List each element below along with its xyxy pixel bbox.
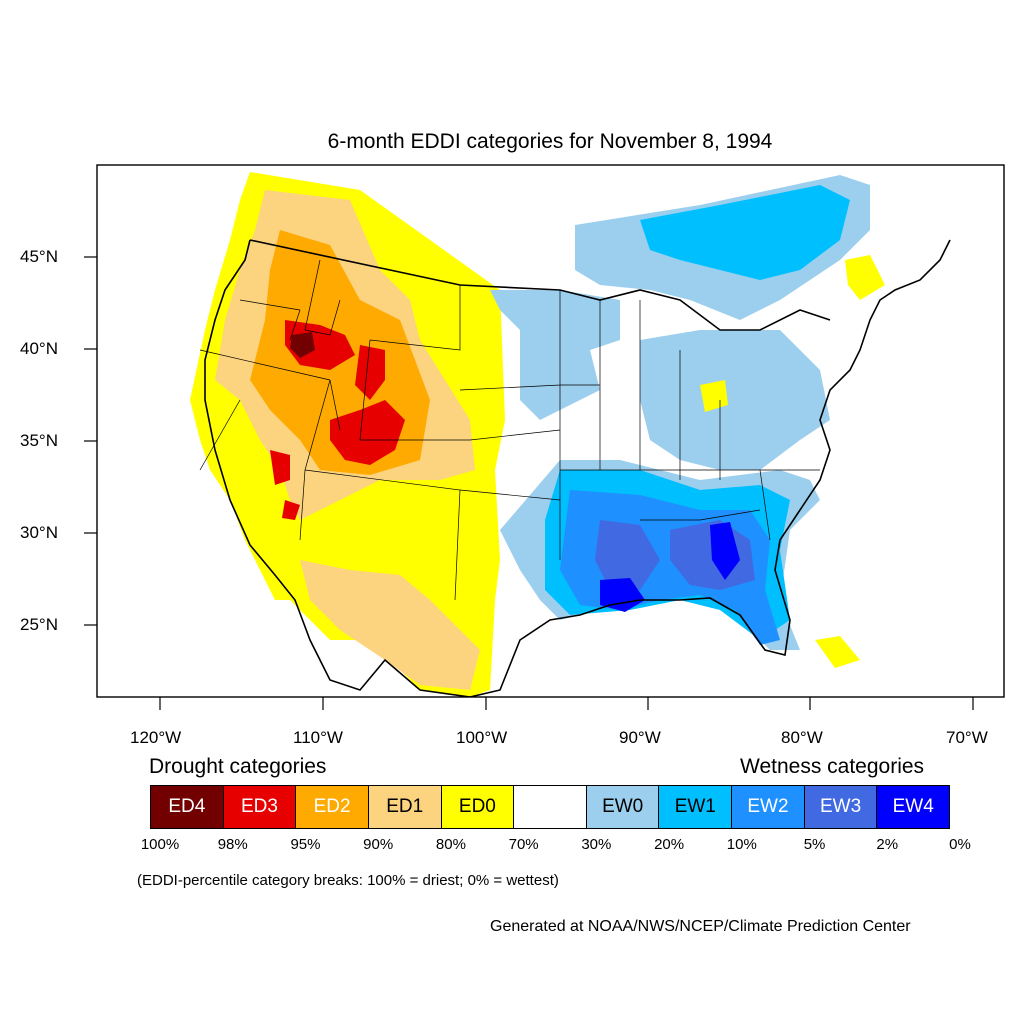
legend-swatch: ED2 xyxy=(296,786,369,828)
percentile-break-label: 100% xyxy=(140,836,180,853)
percentile-break-label: 95% xyxy=(290,836,321,853)
ew4-region-2 xyxy=(710,522,740,580)
legend-swatch: EW1 xyxy=(659,786,733,828)
percentile-break-label: 10% xyxy=(726,836,757,853)
lon-label: 90°W xyxy=(619,728,661,747)
ew4-region-1 xyxy=(600,578,645,612)
lon-label: 120°W xyxy=(130,728,182,747)
lon-label: 80°W xyxy=(781,728,823,747)
lon-label: 110°W xyxy=(293,728,343,747)
ed3-region-3 xyxy=(330,400,405,465)
ew1-region-north xyxy=(640,185,850,280)
legend-swatch: EW3 xyxy=(804,786,878,828)
lat-label: 40°N xyxy=(20,339,58,358)
category-legend: ED4 ED3 ED2 ED1 ED0 EW0 EW1 EW2 EW3 EW4 xyxy=(150,785,950,829)
legend-swatch xyxy=(514,786,587,828)
percentile-break-label: 30% xyxy=(581,836,612,853)
ew3-region-1 xyxy=(595,520,660,590)
ew0-region-central xyxy=(490,290,620,420)
map-title: 6-month EDDI categories for November 8, … xyxy=(327,130,773,153)
percentile-break-label: 70% xyxy=(508,836,539,853)
ed1-region-southwest xyxy=(300,560,480,690)
legend-swatch: EW0 xyxy=(586,786,660,828)
percentile-break-label: 2% xyxy=(876,836,899,853)
lon-label: 100°W xyxy=(456,728,508,747)
ed3-region-4 xyxy=(270,450,290,485)
legend-note: (EDDI-percentile category breaks: 100% =… xyxy=(137,872,559,889)
legend-swatch: ED3 xyxy=(223,786,297,828)
legend-swatch: ED4 xyxy=(151,786,224,828)
ed3-region-5 xyxy=(282,500,300,520)
ed0-patch-ontario xyxy=(700,380,728,412)
legend-swatch: EW4 xyxy=(877,786,950,828)
ed0-patch-bahamas xyxy=(815,636,860,668)
lat-label: 25°N xyxy=(20,615,58,634)
percentile-break-label: 0% xyxy=(949,836,971,853)
legend-swatch: ED1 xyxy=(368,786,442,828)
legend-swatch: ED0 xyxy=(441,786,515,828)
ed3-region-1 xyxy=(285,320,355,370)
ed0-patch-maine xyxy=(845,255,885,300)
lat-label: 45°N xyxy=(20,247,58,266)
state-lines xyxy=(199,259,820,601)
ed3-region-2 xyxy=(355,345,385,400)
lon-ticks xyxy=(159,697,974,710)
percentile-break-label: 98% xyxy=(217,836,248,853)
legend-swatch: EW2 xyxy=(732,786,805,828)
us-outline xyxy=(204,239,951,697)
percentile-break-label: 5% xyxy=(803,836,826,853)
lat-ticks xyxy=(84,256,97,626)
lon-label: 70°W xyxy=(946,728,988,747)
lat-label: 35°N xyxy=(20,431,58,450)
wetness-legend-title: Wetness categories xyxy=(740,755,925,778)
percentile-break-label: 80% xyxy=(435,836,466,853)
percentile-break-label: 20% xyxy=(654,836,685,853)
ew0-region-east xyxy=(640,330,830,470)
ed4-region xyxy=(290,332,315,358)
percentile-break-label: 90% xyxy=(363,836,394,853)
drought-legend-title: Drought categories xyxy=(149,755,327,778)
credit-text: Generated at NOAA/NWS/NCEP/Climate Predi… xyxy=(490,918,911,935)
map-frame xyxy=(96,164,1005,698)
lat-label: 30°N xyxy=(20,523,58,542)
